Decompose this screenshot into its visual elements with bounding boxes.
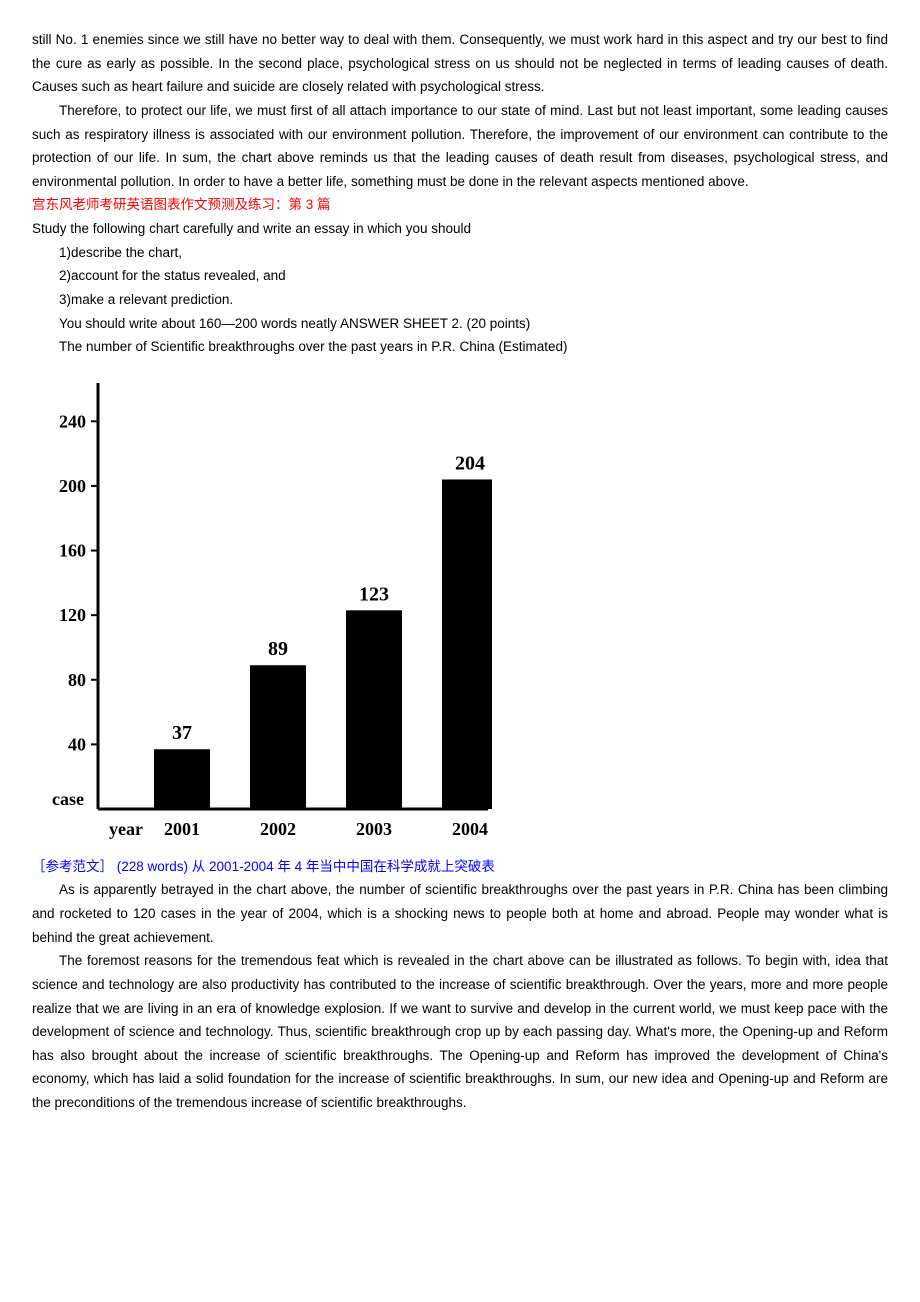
svg-text:40: 40 [68,734,86,754]
svg-text:240: 240 [59,411,86,431]
chart-caption: The number of Scientific breakthroughs o… [32,335,888,359]
section-heading: 宫东风老师考研英语图表作文预测及练习：第 3 篇 [32,193,888,217]
answer-paragraph-2: The foremost reasons for the tremendous … [32,949,888,1114]
svg-text:123: 123 [359,583,389,605]
body-paragraph-2: Therefore, to protect our life, we must … [32,99,888,194]
answer-heading: ［参考范文］ (228 words) 从 2001-2004 年 4 年当中中国… [32,855,888,879]
svg-text:80: 80 [68,670,86,690]
svg-text:204: 204 [455,452,485,474]
answer-meta: (228 words) 从 2001-2004 年 4 年当中中国在科学成就上突… [117,859,495,874]
svg-text:2001: 2001 [164,819,200,839]
svg-text:160: 160 [59,540,86,560]
answer-paragraph-1: As is apparently betrayed in the chart a… [32,878,888,949]
question-2: 2)account for the status revealed, and [32,264,888,288]
svg-text:case: case [52,789,84,809]
question-3: 3)make a relevant prediction. [32,288,888,312]
svg-text:120: 120 [59,605,86,625]
svg-text:89: 89 [268,638,288,660]
body-paragraph-1: still No. 1 enemies since we still have … [32,28,888,99]
svg-text:year: year [109,819,143,839]
svg-text:2002: 2002 [260,819,296,839]
answer-label: ［参考范文］ [32,859,113,874]
instruction-line: Study the following chart carefully and … [32,217,888,241]
svg-text:200: 200 [59,476,86,496]
bar-chart: 40 80 120 160 200 240 case year 37 2001 89 2002 123 2… [32,369,888,849]
svg-text:2003: 2003 [356,819,392,839]
question-1: 1)describe the chart, [32,241,888,265]
bar-chart-svg: 40 80 120 160 200 240 case year 37 2001 89 2002 123 2… [32,369,492,849]
svg-text:2004: 2004 [452,819,488,839]
svg-text:37: 37 [172,722,192,744]
requirement-line: You should write about 160—200 words nea… [32,312,888,336]
